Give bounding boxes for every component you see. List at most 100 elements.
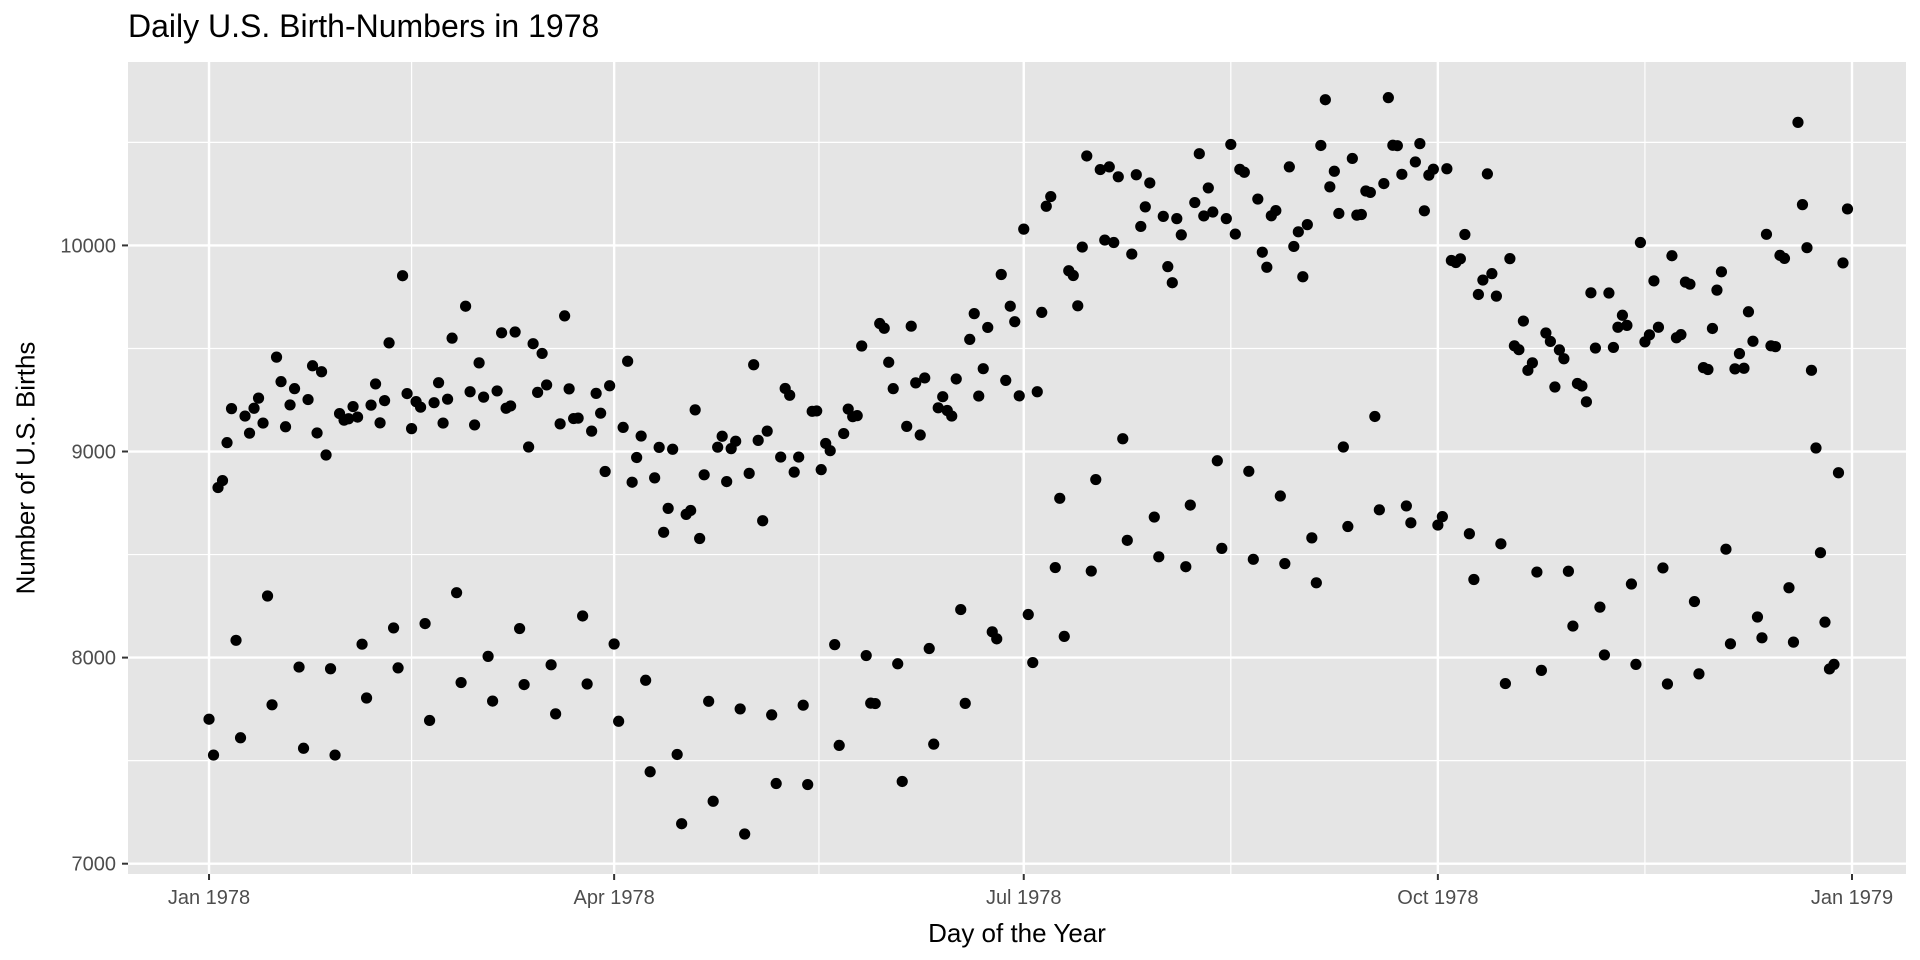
data-point bbox=[572, 412, 584, 424]
data-point bbox=[455, 676, 467, 689]
data-point bbox=[1225, 138, 1237, 151]
data-point bbox=[518, 679, 530, 691]
data-point bbox=[1288, 240, 1300, 253]
data-point bbox=[1481, 168, 1493, 180]
data-point bbox=[1819, 616, 1831, 628]
data-point bbox=[685, 504, 697, 517]
data-point bbox=[505, 400, 517, 412]
data-point bbox=[1558, 353, 1570, 365]
data-point bbox=[419, 617, 431, 630]
data-point bbox=[1310, 577, 1322, 589]
data-point bbox=[676, 818, 688, 830]
data-point bbox=[703, 695, 715, 707]
data-point bbox=[1666, 250, 1678, 262]
data-point bbox=[1715, 266, 1728, 278]
svg-text:Jul 1978: Jul 1978 bbox=[986, 887, 1062, 909]
data-point bbox=[1742, 306, 1755, 318]
data-point bbox=[554, 418, 566, 430]
data-point bbox=[1405, 517, 1417, 529]
data-point bbox=[973, 390, 985, 402]
data-point bbox=[342, 413, 355, 425]
data-point bbox=[383, 337, 395, 349]
data-point bbox=[257, 417, 269, 429]
data-point bbox=[1009, 316, 1021, 328]
data-point bbox=[1247, 553, 1259, 565]
data-point bbox=[1220, 213, 1232, 225]
data-point bbox=[775, 451, 787, 463]
data-point bbox=[266, 699, 278, 711]
data-point bbox=[1634, 236, 1647, 249]
data-point bbox=[221, 437, 233, 449]
svg-text:Apr 1978: Apr 1978 bbox=[574, 887, 655, 909]
data-point bbox=[1301, 219, 1313, 231]
data-point bbox=[653, 441, 665, 453]
data-point bbox=[1814, 547, 1827, 559]
data-point bbox=[1463, 528, 1475, 540]
data-point bbox=[1396, 168, 1408, 180]
data-point bbox=[230, 634, 242, 646]
data-point bbox=[1000, 374, 1012, 387]
data-point bbox=[1112, 171, 1124, 183]
data-point bbox=[396, 270, 409, 282]
data-point bbox=[270, 351, 283, 363]
data-point bbox=[563, 383, 575, 395]
data-point bbox=[1607, 341, 1620, 354]
data-point bbox=[1324, 181, 1336, 193]
data-point bbox=[1337, 441, 1349, 453]
x-axis-label: Day of the Year bbox=[928, 918, 1106, 948]
data-point bbox=[1378, 177, 1390, 190]
data-point bbox=[1436, 511, 1448, 523]
data-point bbox=[1832, 467, 1845, 479]
data-point bbox=[1198, 210, 1210, 222]
data-point bbox=[1706, 322, 1719, 335]
data-point bbox=[401, 388, 413, 400]
data-point bbox=[1117, 433, 1129, 445]
svg-text:Jan 1979: Jan 1979 bbox=[1811, 887, 1893, 909]
data-point bbox=[207, 749, 220, 761]
data-point bbox=[923, 642, 935, 655]
data-point bbox=[1414, 138, 1426, 150]
data-point bbox=[1207, 206, 1219, 218]
data-point bbox=[1342, 520, 1354, 533]
data-point bbox=[622, 355, 634, 367]
data-point bbox=[1796, 199, 1809, 211]
data-point bbox=[1328, 165, 1340, 177]
data-point bbox=[468, 419, 481, 431]
data-point bbox=[1562, 565, 1575, 577]
data-point bbox=[315, 366, 328, 378]
data-point bbox=[297, 742, 310, 754]
data-point bbox=[1373, 504, 1385, 516]
data-point bbox=[784, 389, 796, 401]
data-point bbox=[1441, 163, 1453, 175]
data-point bbox=[347, 400, 359, 413]
data-point bbox=[446, 332, 458, 344]
data-point bbox=[1297, 271, 1309, 283]
data-point bbox=[869, 697, 881, 710]
data-point bbox=[919, 372, 931, 384]
data-point bbox=[734, 703, 746, 715]
data-point bbox=[441, 393, 454, 405]
data-point bbox=[387, 622, 400, 634]
data-point bbox=[356, 638, 368, 650]
data-point bbox=[1346, 152, 1358, 165]
data-point bbox=[450, 587, 463, 599]
data-point bbox=[1094, 163, 1106, 176]
data-point bbox=[581, 678, 593, 690]
data-point bbox=[1031, 386, 1043, 398]
data-point bbox=[1805, 364, 1818, 376]
data-point bbox=[1454, 253, 1466, 265]
data-point bbox=[1099, 234, 1111, 246]
data-point bbox=[482, 650, 494, 662]
data-point bbox=[1594, 601, 1606, 613]
data-point bbox=[1166, 277, 1178, 289]
data-point bbox=[829, 639, 841, 651]
data-point bbox=[928, 738, 940, 750]
data-point bbox=[1612, 321, 1624, 333]
data-point bbox=[1036, 306, 1048, 319]
data-point bbox=[1013, 390, 1025, 402]
data-point bbox=[1760, 228, 1773, 240]
data-point bbox=[311, 427, 323, 439]
data-point bbox=[595, 407, 607, 419]
major-gridlines bbox=[128, 62, 1906, 874]
data-point bbox=[1090, 473, 1102, 486]
